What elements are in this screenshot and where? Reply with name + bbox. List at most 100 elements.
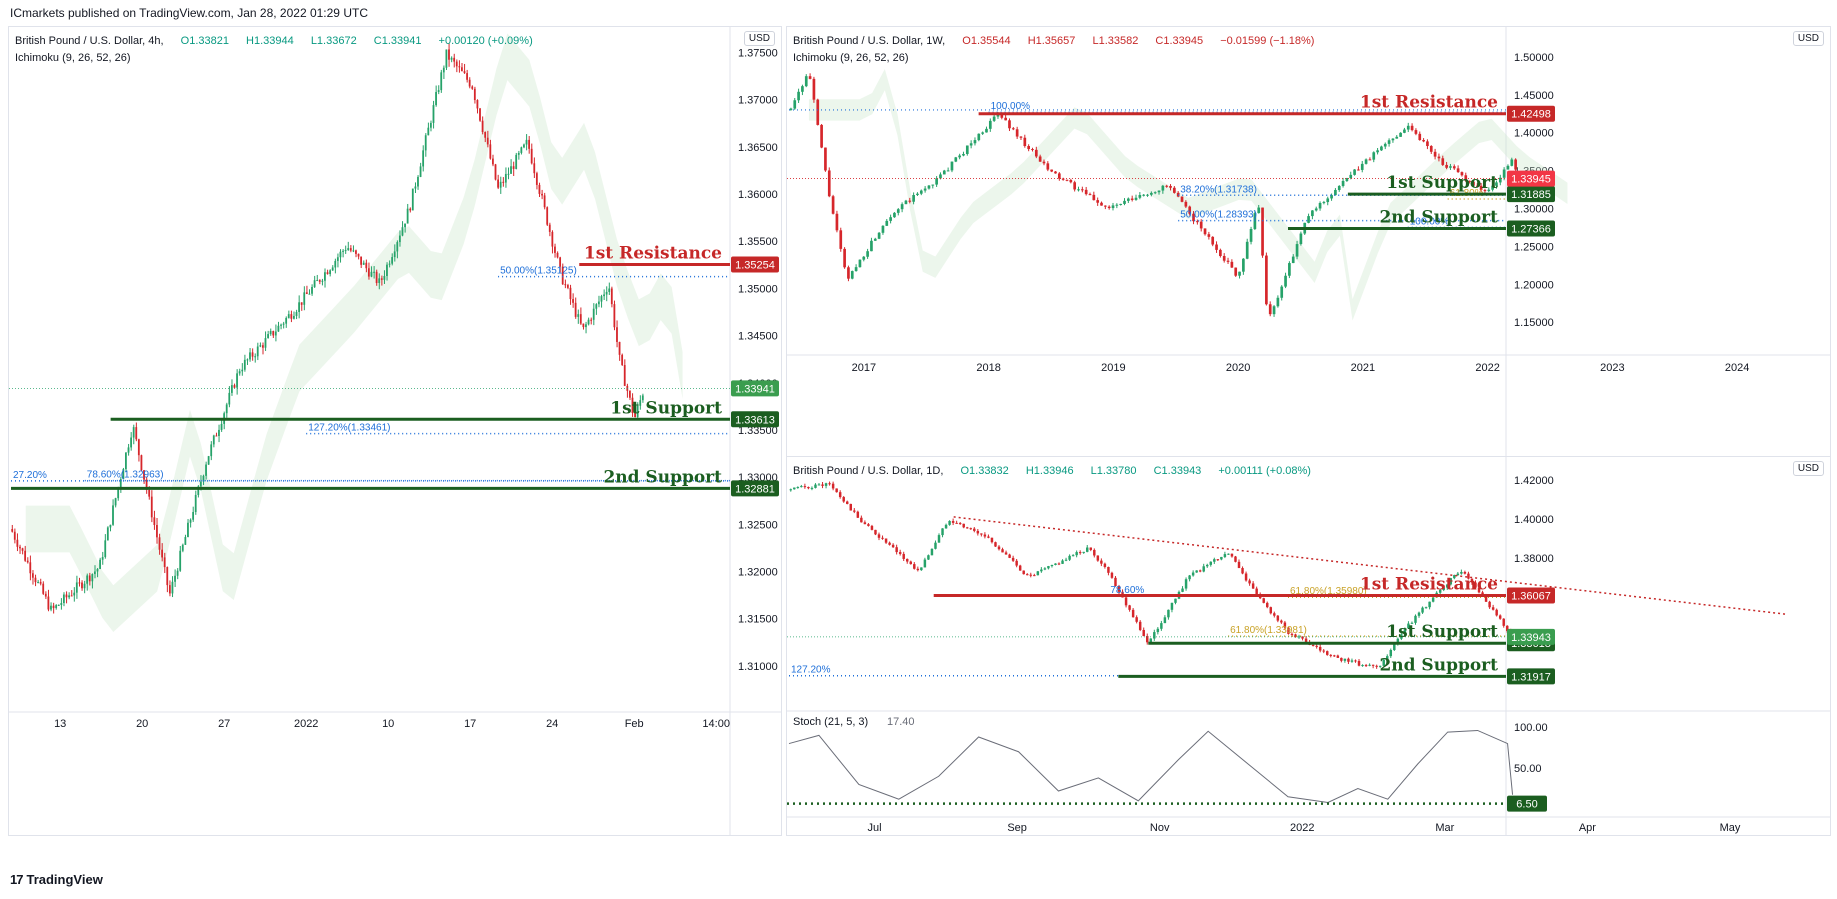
currency-button[interactable]: USD (743, 31, 775, 46)
chart-1w-svg[interactable]: 1.500001.450001.400001.350001.300001.250… (787, 27, 1830, 457)
y-tick-label: 1.30000 (1514, 203, 1554, 215)
candle-body (135, 427, 138, 440)
candle-body (828, 483, 831, 485)
candle-body (218, 429, 220, 436)
candle-body (1467, 573, 1470, 579)
candle-body (1245, 241, 1249, 259)
candle-body (1396, 638, 1400, 644)
candle-body (1468, 180, 1471, 182)
candle-body (1038, 156, 1042, 162)
chart-panel-4h[interactable]: 1.37500 1.37000 1.36500 1.36000 1.35500 1.350… (8, 26, 782, 836)
candle-body (1410, 622, 1414, 624)
currency-button[interactable]: USD (1792, 461, 1824, 476)
candle-body (1488, 601, 1491, 608)
candle-body (1280, 620, 1283, 623)
candle-body (1276, 615, 1280, 621)
candle-body (1414, 130, 1418, 134)
candle-body (585, 324, 587, 328)
candle-body (264, 338, 267, 348)
candle-body (572, 299, 574, 303)
candle-body (261, 345, 264, 348)
candle-body (1073, 182, 1077, 190)
candle-body (81, 582, 83, 589)
candle-body (1203, 228, 1207, 235)
candle-body (618, 341, 621, 355)
candle-body (789, 489, 793, 491)
candle-body (161, 549, 164, 558)
candle-body (796, 487, 800, 489)
candle-body (1288, 263, 1291, 276)
candle-body (1001, 549, 1004, 553)
candle-body (497, 179, 499, 188)
candle-body (853, 510, 856, 512)
chart-panel-1w[interactable]: 1.500001.450001.400001.350001.300001.250… (786, 26, 1831, 458)
level-label: 1st Resistance (1360, 93, 1498, 113)
candle-body (523, 144, 525, 148)
candle-body (352, 250, 355, 252)
x-tick-label: Feb (625, 718, 644, 730)
fib-label: 127.20%(1.33461) (308, 423, 390, 434)
x-tick-label: 2021 (1351, 362, 1375, 374)
y-tick-label: 1.31000 (738, 661, 778, 673)
candle-body (895, 547, 898, 553)
candle-body (916, 193, 919, 196)
tradingview-brand[interactable]: 17 TradingView (10, 872, 103, 887)
candle-body (1426, 141, 1429, 147)
ichimoku-cloud (25, 33, 683, 632)
candle-body (935, 178, 938, 185)
candle-body (73, 592, 76, 596)
candle-body (365, 262, 368, 269)
candle-body (962, 153, 965, 156)
candle-body (344, 250, 347, 252)
candle-body (1128, 605, 1131, 610)
candle-body (950, 161, 954, 171)
candle-body (101, 557, 104, 560)
candle-body (1138, 621, 1142, 630)
candle-body (817, 484, 821, 486)
level-label: 1st Support (1386, 173, 1498, 193)
candle-body (821, 484, 824, 486)
currency-button[interactable]: USD (1792, 31, 1824, 46)
candle-body (1414, 615, 1417, 623)
candle-body (941, 528, 944, 536)
candle-body (383, 276, 386, 280)
candle-body (1294, 634, 1297, 638)
x-tick-label: 2018 (976, 362, 1000, 374)
candle-body (125, 452, 127, 470)
last-price-badge-label: 1.33945 (1511, 174, 1551, 186)
candle-body (1220, 556, 1223, 560)
candle-body (1393, 643, 1396, 650)
chart-4h-svg[interactable]: 1.37500 1.37000 1.36500 1.36000 1.35500 1.350… (9, 27, 781, 835)
candle-body (1008, 554, 1011, 558)
candle-body (419, 166, 422, 177)
candle-body (424, 135, 427, 151)
candle-body (1084, 189, 1088, 195)
fib-label: 61.80%(1.35980) (1290, 586, 1367, 597)
candle-body (1463, 572, 1467, 574)
candle-body (1135, 617, 1138, 622)
candle-body (1307, 216, 1310, 223)
candle-body (1255, 588, 1258, 595)
candle-body (132, 427, 135, 438)
candle-body (835, 488, 838, 493)
candle-body (902, 553, 905, 559)
candle-body (1354, 660, 1357, 662)
chart-panel-1d[interactable]: 1.420001.400001.380001.360001.340001.320… (786, 456, 1831, 836)
candle-body (1498, 177, 1502, 183)
candle-body (37, 581, 39, 583)
candle-body (870, 525, 874, 530)
chart-1d-svg[interactable]: 1.420001.400001.380001.360001.340001.320… (787, 457, 1830, 835)
candle-body (1086, 547, 1089, 552)
candle-body (119, 479, 122, 488)
candle-body (176, 570, 179, 576)
fib-label: 78.60%(1.32963) (87, 470, 164, 481)
candle-body (1357, 169, 1360, 171)
candle-body (1460, 572, 1463, 574)
candle-body (577, 314, 580, 317)
candle-body (249, 352, 251, 360)
candle-body (318, 280, 321, 282)
candle-body (923, 188, 927, 191)
candle-body (1378, 665, 1382, 667)
price-badge (731, 411, 779, 428)
candle-body (1207, 234, 1211, 237)
